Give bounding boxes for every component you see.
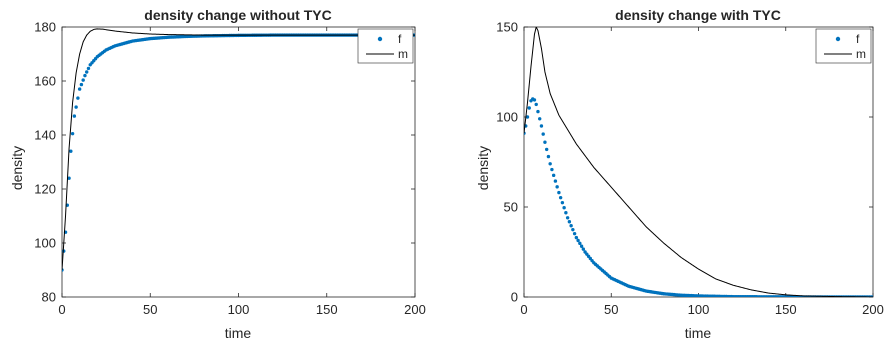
data-point-f [548,162,552,166]
series-line-m [62,28,415,271]
y-tick-label: 100 [34,236,56,251]
data-point-f [83,73,87,78]
legend-label-f: f [856,32,860,46]
data-point-f [579,244,584,248]
legend-swatch-f [835,36,841,42]
legend-label-m: m [398,47,408,61]
legend: fm [815,28,872,64]
chart-title: density change without TYC [144,7,331,23]
y-tick-label: 150 [496,20,518,35]
data-point-f [551,173,556,178]
data-point-f [70,131,75,136]
data-point-f [536,109,540,114]
x-tick-label: 0 [520,302,527,317]
legend: fm [357,28,414,64]
legend-swatch-f [377,36,383,42]
series-layer [524,27,873,297]
data-point-f [74,105,78,109]
data-point-f [81,78,85,82]
data-point-f [72,114,77,118]
legend-box [815,28,872,64]
data-point-f [539,124,544,128]
y-tick-label: 0 [511,290,518,305]
y-tick-label: 80 [42,290,56,305]
data-point-f [538,117,542,121]
y-tick-label: 100 [496,110,518,125]
x-tick-label: 50 [604,302,618,317]
plot-area: 0 50 100 150 200 0 50 100 150 fm [496,20,884,318]
legend-label-f: f [398,32,402,46]
x-axis-label: time [685,325,712,341]
x-tick-label: 150 [316,302,338,317]
plot-area: 0 50 100 150 200 80 100 120 140 160 180 fm [34,20,426,318]
x-axis-label: time [225,325,252,341]
data-point-f [576,238,580,243]
data-point-f [85,70,89,74]
data-point-f [571,227,575,232]
x-tick-label: 200 [862,302,884,317]
axes-box [523,26,874,298]
data-point-f [578,241,582,246]
data-point-f [560,200,565,205]
data-point-f [76,96,80,100]
y-axis-label: density [475,146,491,190]
data-point-f [532,98,537,102]
data-point-f [69,149,73,153]
legend-box [357,28,414,64]
y-tick-label: 160 [34,74,56,89]
data-point-f [86,66,91,71]
data-point-f [527,106,531,110]
data-point-f [541,132,545,136]
y-tick-label: 50 [504,200,518,215]
data-point-f [558,195,563,200]
data-point-f [67,176,71,180]
data-point-f [77,87,82,91]
x-tick-label: 200 [404,302,426,317]
data-point-f [572,231,577,236]
data-point-f [546,154,551,159]
chart-title: density change with TYC [615,7,781,23]
data-point-f [525,115,530,119]
x-tick-label: 150 [775,302,797,317]
data-point-f [564,211,568,215]
chart-with-tyc: density change with TYC 0 50 100 150 200 0 50 1… [475,7,884,341]
y-tick-label: 120 [34,182,56,197]
y-tick-label: 180 [34,20,56,35]
series-layer [62,28,415,272]
data-point-f [581,247,586,251]
y-axis-label: density [9,146,25,190]
legend-label-m: m [856,47,866,61]
data-point-f [544,147,549,152]
x-tick-label: 50 [143,302,157,317]
data-point-f [574,235,579,240]
x-tick-label: 100 [228,302,250,317]
data-point-f [565,216,570,220]
data-point-f [562,206,566,210]
x-tick-label: 100 [688,302,710,317]
data-point-f [553,179,558,183]
axes-box [61,26,416,298]
data-point-f [569,224,573,228]
data-point-f [543,140,547,144]
data-point-f [567,220,572,224]
data-point-f [79,82,84,87]
series-line-m [524,27,873,297]
x-tick-label: 0 [58,302,65,317]
data-point-f [555,185,559,189]
data-point-f [557,190,561,195]
y-tick-label: 140 [34,128,56,143]
data-point-f [534,102,538,107]
data-point-f [550,167,554,172]
chart-without-tyc: density change without TYC 0 50 100 150 200 8… [9,7,426,341]
